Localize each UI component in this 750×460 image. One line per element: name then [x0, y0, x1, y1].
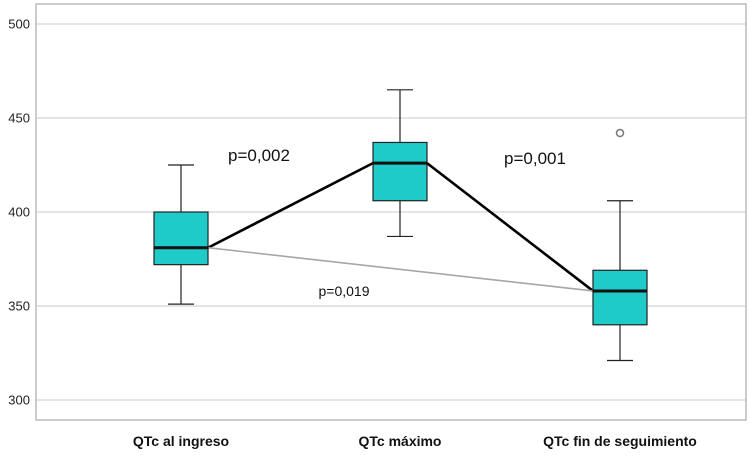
box-body — [372, 141, 428, 202]
x-tick-label: QTc fin de seguimiento — [543, 433, 697, 449]
x-tick-label: QTc al ingreso — [133, 433, 229, 449]
box-series — [153, 89, 648, 362]
connector-line-2 — [426, 162, 594, 292]
box-plot-1 — [153, 164, 209, 305]
y-tick-label: 500 — [8, 17, 30, 32]
box-body — [153, 211, 209, 266]
y-tick-label: 300 — [8, 393, 30, 408]
outlier-point — [615, 128, 625, 138]
box-body — [592, 269, 648, 326]
x-axis-ticks: QTc al ingreso QTc máximo QTc fin de segui… — [133, 433, 697, 449]
grid-lines — [36, 23, 746, 401]
y-tick-label: 450 — [8, 111, 30, 126]
annotations: p=0,002 p=0,001 p=0,019 — [228, 146, 566, 299]
y-tick-label: 400 — [8, 205, 30, 220]
y-tick-label: 350 — [8, 299, 30, 314]
connector-line-1 — [207, 161, 374, 249]
median-connectors — [207, 161, 594, 292]
p-value-label: p=0,001 — [504, 149, 566, 168]
y-axis-ticks: 300 350 400 450 500 — [8, 17, 30, 408]
p-value-label: p=0,019 — [319, 283, 370, 299]
connector-line-3 — [207, 246, 594, 292]
box-plot-2 — [372, 89, 428, 238]
x-tick-label: QTc máximo — [359, 433, 442, 449]
p-value-label: p=0,002 — [228, 146, 290, 165]
box-plot-3 — [592, 128, 648, 362]
